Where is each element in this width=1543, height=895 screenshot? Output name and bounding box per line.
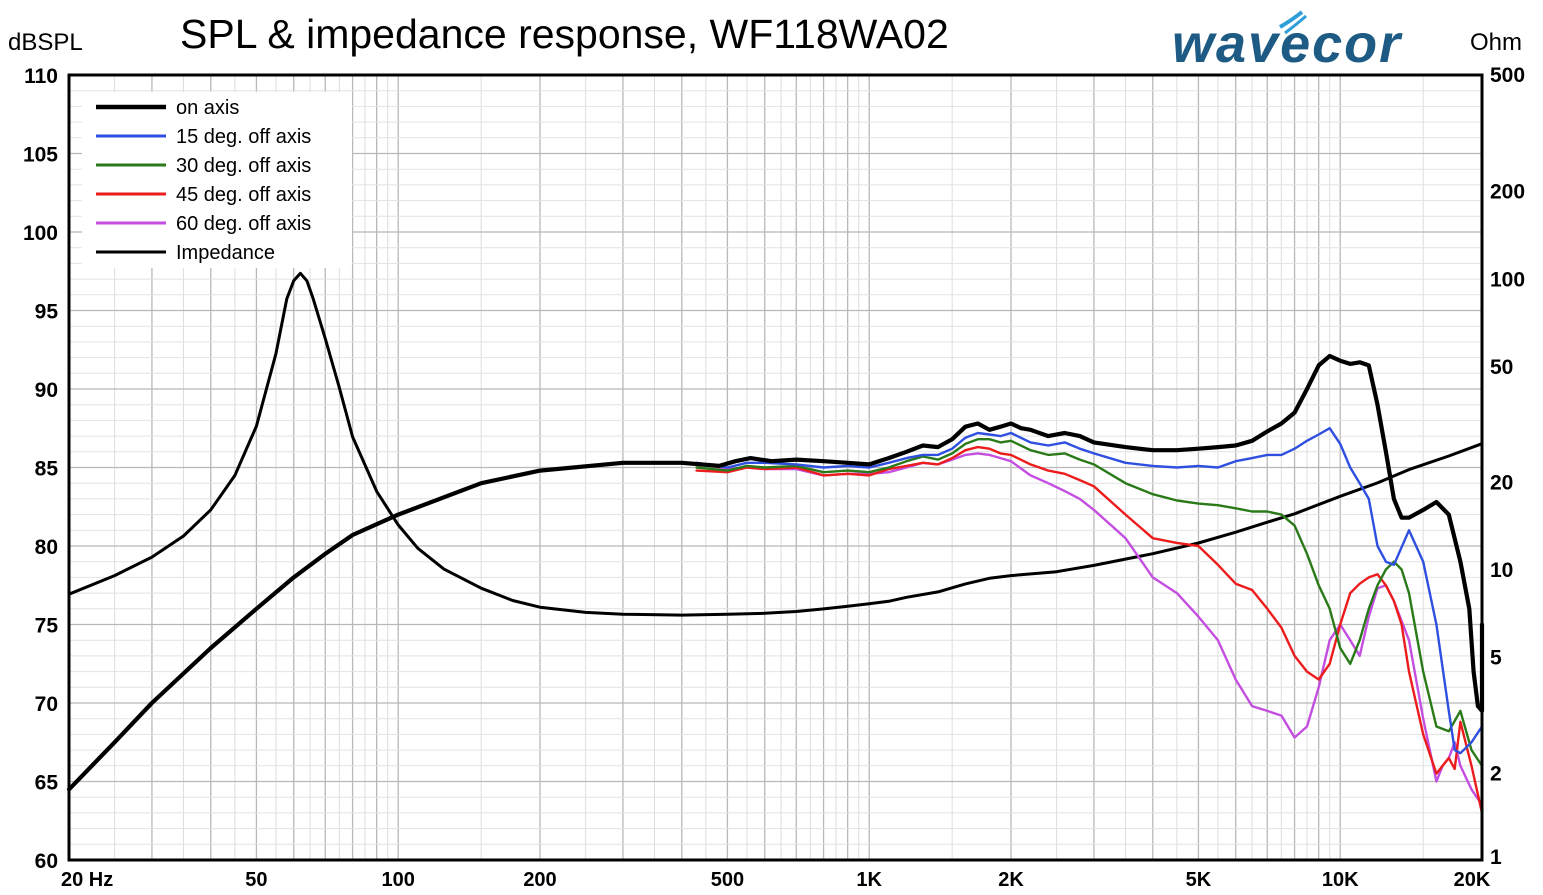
x-tick-label: 5K <box>1186 869 1212 891</box>
legend-label: 15 deg. off axis <box>176 126 311 148</box>
series-line-impedance <box>67 271 1484 617</box>
right-tick-label: 5 <box>1490 647 1502 670</box>
left-tick-labels: 110 105 100 95 90 85 80 75 70 65 60 <box>23 65 58 873</box>
left-tick-label: 75 <box>35 615 59 638</box>
left-tick-label: 70 <box>35 693 58 716</box>
series-line-15-deg-off-axis <box>695 427 1484 755</box>
x-tick-label: 20 Hz <box>61 869 113 891</box>
legend-label: 45 deg. off axis <box>176 184 311 206</box>
x-tick-label: 200 <box>523 869 556 891</box>
legend: on axis 15 deg. off axis 30 deg. off axis 4… <box>82 92 352 268</box>
right-tick-label: 200 <box>1490 181 1525 204</box>
plot-frame <box>67 73 1484 862</box>
right-tick-label: 50 <box>1490 356 1513 379</box>
logo-wave-icon-1 <box>1278 10 1304 29</box>
legend-label: 30 deg. off axis <box>176 155 311 177</box>
left-tick-label: 65 <box>35 772 59 795</box>
chart-title: SPL & impedance response, WF118WA02 <box>180 11 949 57</box>
left-axis-unit: dBSPL <box>8 29 83 56</box>
wavecor-logo: wavecor <box>1172 10 1401 74</box>
logo-wave-icon-2 <box>1284 14 1307 35</box>
legend-label: 60 deg. off axis <box>176 213 311 235</box>
x-tick-label: 100 <box>382 869 415 891</box>
left-tick-label: 105 <box>23 144 58 167</box>
right-tick-label: 2 <box>1490 762 1502 785</box>
x-tick-label: 10K <box>1322 869 1359 891</box>
right-tick-label: 100 <box>1490 268 1525 291</box>
right-tick-label: 20 <box>1490 472 1513 495</box>
series-line-45-deg-off-axis <box>695 445 1484 862</box>
series-line-30-deg-off-axis <box>695 438 1484 815</box>
legend-label: on axis <box>176 97 239 119</box>
left-tick-label: 80 <box>35 536 58 559</box>
x-tick-label: 2K <box>998 869 1024 891</box>
x-tick-label: 50 <box>245 869 267 891</box>
left-tick-label: 100 <box>23 222 58 245</box>
left-tick-label: 60 <box>35 850 58 873</box>
right-tick-labels: 500 200 100 50 20 10 5 2 1 <box>1490 64 1525 869</box>
right-tick-label: 500 <box>1490 64 1525 87</box>
left-tick-label: 95 <box>35 301 59 324</box>
right-axis-unit: Ohm <box>1470 29 1522 56</box>
series-line-60-deg-off-axis <box>695 452 1484 822</box>
right-tick-label: 10 <box>1490 559 1513 582</box>
legend-label: Impedance <box>176 242 275 264</box>
left-tick-label: 90 <box>35 379 58 402</box>
x-tick-label: 500 <box>711 869 744 891</box>
x-tick-label: 20K <box>1454 869 1491 891</box>
x-tick-labels: 20 Hz 50 100 200 500 1K 2K 5K 10K 20K <box>61 869 1491 891</box>
right-tick-label: 1 <box>1490 846 1502 869</box>
left-tick-label: 85 <box>35 458 59 481</box>
data-series <box>66 271 1485 862</box>
left-tick-label: 110 <box>24 65 58 88</box>
series-line-on-axis <box>66 353 1485 792</box>
x-tick-label: 1K <box>856 869 882 891</box>
legend-background <box>82 92 352 268</box>
